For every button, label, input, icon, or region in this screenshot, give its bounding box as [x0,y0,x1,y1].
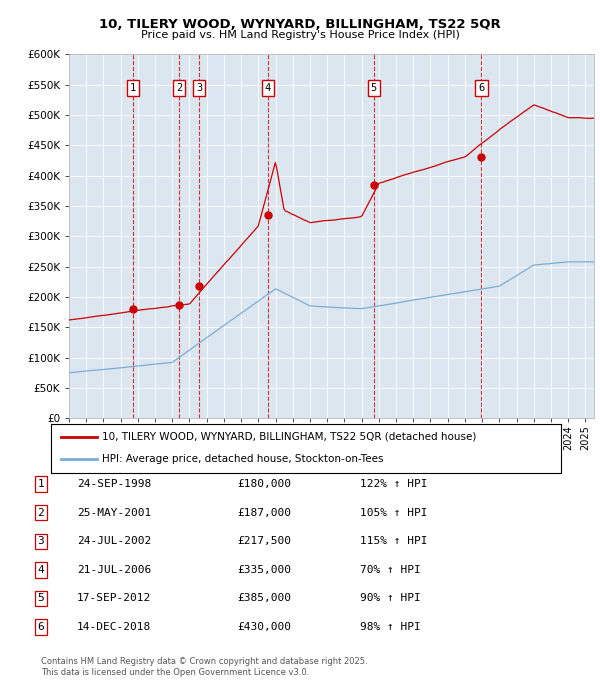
Text: 6: 6 [37,622,44,632]
Text: 122% ↑ HPI: 122% ↑ HPI [360,479,427,489]
Text: 1: 1 [130,83,136,92]
Text: £187,000: £187,000 [237,508,291,517]
Text: HPI: Average price, detached house, Stockton-on-Tees: HPI: Average price, detached house, Stoc… [102,454,383,464]
Text: 21-JUL-2006: 21-JUL-2006 [77,565,151,575]
Text: 3: 3 [37,537,44,546]
Text: 115% ↑ HPI: 115% ↑ HPI [360,537,427,546]
Text: Contains HM Land Registry data © Crown copyright and database right 2025.
This d: Contains HM Land Registry data © Crown c… [41,657,367,677]
Text: 70% ↑ HPI: 70% ↑ HPI [360,565,421,575]
Text: 2: 2 [176,83,182,92]
Text: Price paid vs. HM Land Registry's House Price Index (HPI): Price paid vs. HM Land Registry's House … [140,30,460,40]
Text: £430,000: £430,000 [237,622,291,632]
Text: 24-SEP-1998: 24-SEP-1998 [77,479,151,489]
Text: 5: 5 [37,594,44,603]
Text: 98% ↑ HPI: 98% ↑ HPI [360,622,421,632]
Text: £217,500: £217,500 [237,537,291,546]
Text: 2: 2 [37,508,44,517]
Text: 17-SEP-2012: 17-SEP-2012 [77,594,151,603]
Text: 24-JUL-2002: 24-JUL-2002 [77,537,151,546]
Text: 25-MAY-2001: 25-MAY-2001 [77,508,151,517]
Text: £180,000: £180,000 [237,479,291,489]
Text: 1: 1 [37,479,44,489]
Text: 6: 6 [478,83,485,92]
Text: 5: 5 [371,83,377,92]
Text: 90% ↑ HPI: 90% ↑ HPI [360,594,421,603]
Text: £385,000: £385,000 [237,594,291,603]
Text: 14-DEC-2018: 14-DEC-2018 [77,622,151,632]
Text: 3: 3 [196,83,202,92]
Text: 4: 4 [37,565,44,575]
Text: 10, TILERY WOOD, WYNYARD, BILLINGHAM, TS22 5QR: 10, TILERY WOOD, WYNYARD, BILLINGHAM, TS… [99,18,501,31]
Text: 4: 4 [265,83,271,92]
Text: 10, TILERY WOOD, WYNYARD, BILLINGHAM, TS22 5QR (detached house): 10, TILERY WOOD, WYNYARD, BILLINGHAM, TS… [102,432,476,442]
Text: £335,000: £335,000 [237,565,291,575]
Text: 105% ↑ HPI: 105% ↑ HPI [360,508,427,517]
